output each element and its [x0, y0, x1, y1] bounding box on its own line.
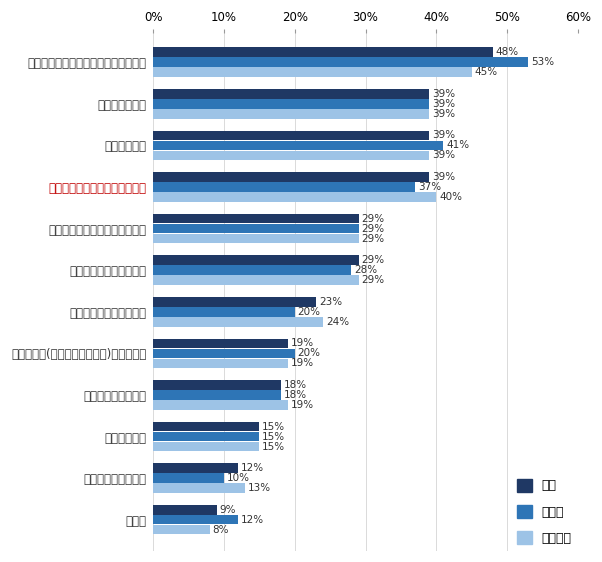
Text: 23%: 23% — [319, 297, 342, 307]
Text: 39%: 39% — [432, 130, 455, 140]
Text: 29%: 29% — [361, 214, 385, 224]
Bar — [154, 172, 429, 182]
Bar — [154, 505, 217, 514]
Text: 13%: 13% — [248, 483, 272, 493]
Bar — [154, 265, 352, 275]
Bar — [154, 130, 429, 140]
Bar — [154, 214, 359, 224]
Text: 19%: 19% — [291, 400, 314, 410]
Text: 45%: 45% — [474, 67, 498, 77]
Text: 18%: 18% — [284, 390, 306, 400]
Text: 29%: 29% — [361, 275, 385, 285]
Bar — [154, 192, 436, 202]
Text: 40%: 40% — [439, 192, 462, 202]
Text: 29%: 29% — [361, 234, 385, 243]
Bar — [154, 109, 429, 119]
Text: 9%: 9% — [220, 505, 237, 515]
Text: 29%: 29% — [361, 255, 385, 265]
Text: 15%: 15% — [262, 422, 285, 432]
Text: 20%: 20% — [297, 307, 321, 317]
Bar — [154, 338, 288, 348]
Bar — [154, 57, 529, 67]
Text: 39%: 39% — [432, 89, 455, 99]
Text: 53%: 53% — [531, 57, 554, 67]
Text: 39%: 39% — [432, 151, 455, 160]
Bar — [154, 255, 359, 265]
Text: 20%: 20% — [297, 348, 321, 359]
Bar — [154, 463, 238, 473]
Text: 15%: 15% — [262, 432, 285, 442]
Text: 39%: 39% — [432, 109, 455, 119]
Bar — [154, 422, 259, 431]
Bar — [154, 47, 493, 57]
Text: 19%: 19% — [291, 338, 314, 348]
Bar — [154, 317, 323, 327]
Bar — [154, 359, 288, 368]
Bar — [154, 151, 429, 160]
Text: 39%: 39% — [432, 172, 455, 182]
Bar — [154, 67, 472, 77]
Text: 8%: 8% — [213, 525, 229, 534]
Bar — [154, 275, 359, 285]
Text: 29%: 29% — [361, 224, 385, 234]
Bar — [154, 99, 429, 108]
Bar — [154, 432, 259, 441]
Text: 24%: 24% — [326, 317, 349, 327]
Bar — [154, 224, 359, 233]
Text: 15%: 15% — [262, 442, 285, 451]
Bar — [154, 473, 224, 483]
Bar — [154, 348, 295, 358]
Text: 28%: 28% — [354, 265, 377, 275]
Text: 10%: 10% — [227, 473, 250, 483]
Bar — [154, 400, 288, 410]
Bar — [154, 483, 245, 493]
Bar — [154, 234, 359, 243]
Text: 18%: 18% — [284, 380, 306, 390]
Text: 41%: 41% — [446, 140, 470, 151]
Text: 37%: 37% — [418, 182, 441, 192]
Bar — [154, 307, 295, 316]
Bar — [154, 390, 281, 400]
Bar — [154, 140, 444, 150]
Bar — [154, 182, 415, 192]
Text: 48%: 48% — [496, 47, 519, 57]
Bar — [154, 89, 429, 99]
Text: 12%: 12% — [241, 463, 264, 473]
Bar — [154, 442, 259, 451]
Text: 39%: 39% — [432, 99, 455, 109]
Legend: 全体, 製造業, 非製造業: 全体, 製造業, 非製造業 — [517, 479, 572, 545]
Bar — [154, 515, 238, 524]
Text: 12%: 12% — [241, 515, 264, 525]
Bar — [154, 297, 316, 306]
Bar — [154, 525, 210, 534]
Text: 19%: 19% — [291, 359, 314, 368]
Bar — [154, 380, 281, 389]
